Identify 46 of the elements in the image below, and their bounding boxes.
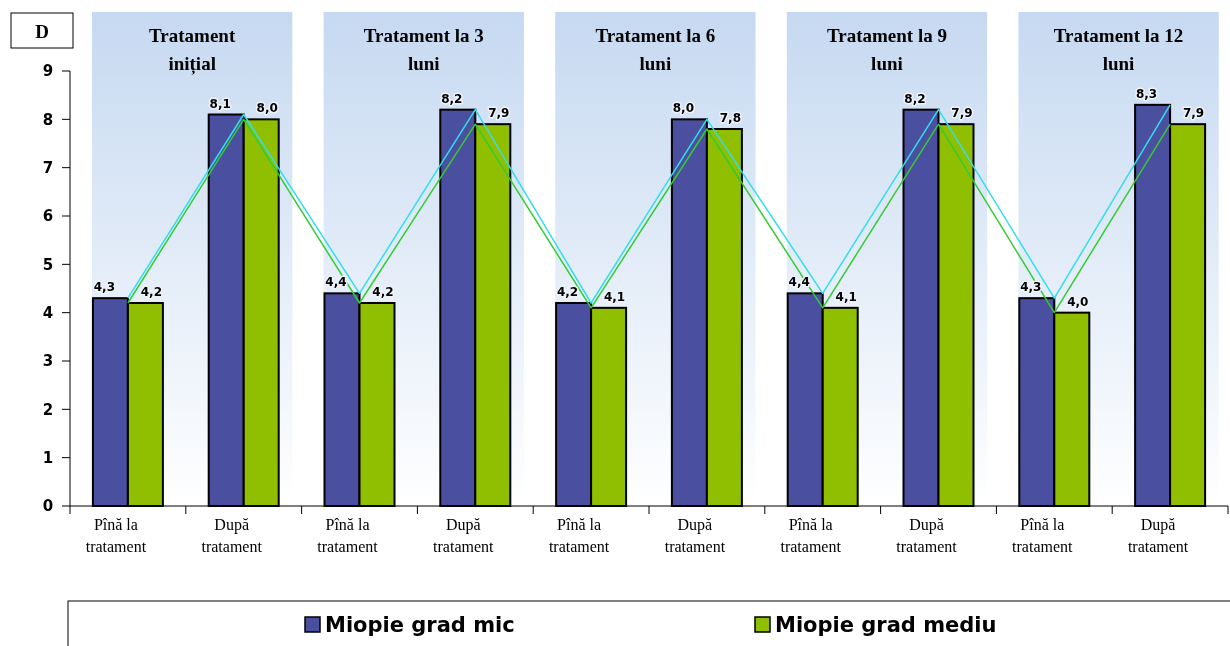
y-tick-label: 2 bbox=[42, 400, 54, 419]
x-tick-label: Pînă la tratament bbox=[1012, 516, 1074, 555]
y-tick-label: 1 bbox=[42, 448, 54, 467]
data-label: 8,1 bbox=[209, 96, 231, 111]
annotation: Tratament la 6 luni bbox=[595, 25, 716, 74]
x-tick-label: După tratament bbox=[433, 516, 495, 555]
data-label: 8,3 bbox=[1135, 86, 1158, 101]
annotation: Tratament la 3 luni bbox=[363, 25, 484, 74]
y-tick-label: 8 bbox=[42, 110, 54, 129]
annotation: Tratament la 12 luni bbox=[1053, 25, 1184, 74]
y-tick-label: 7 bbox=[42, 158, 54, 177]
x-tick-label: După tratament bbox=[201, 516, 263, 555]
y-tick-label: 4 bbox=[42, 303, 54, 322]
data-label: 4,1 bbox=[835, 289, 857, 304]
annotation: Tratament la 9 luni bbox=[826, 25, 947, 74]
x-tick-label: Pînă la tratament bbox=[780, 516, 842, 555]
x-tick-label: După tratament bbox=[1127, 516, 1189, 555]
data-label: 7,8 bbox=[719, 111, 742, 125]
x-tick-label: Pînă la tratament bbox=[548, 516, 610, 555]
data-label: 4,2 bbox=[140, 285, 163, 299]
legend-label: Miopie grad mic bbox=[325, 613, 515, 638]
data-label: 8,2 bbox=[441, 91, 463, 106]
data-label: 4,1 bbox=[603, 289, 626, 304]
data-label: 4,3 bbox=[93, 280, 116, 295]
x-tick-label: Pînă la tratament bbox=[85, 516, 147, 555]
data-label: 4,2 bbox=[372, 285, 394, 299]
x-tick-label: După tratament bbox=[664, 516, 726, 555]
data-label: 4,0 bbox=[1067, 294, 1089, 309]
x-tick-label: Pînă la tratament bbox=[317, 516, 379, 555]
data-label: 7,9 bbox=[1182, 106, 1205, 121]
x-tick-label: După tratament bbox=[896, 516, 958, 555]
y-tick-label: 0 bbox=[42, 497, 54, 516]
y-tick-label: 6 bbox=[42, 207, 54, 226]
y-tick-label: 3 bbox=[42, 352, 54, 371]
y-tick-label: 5 bbox=[42, 255, 54, 274]
y-tick-label: 9 bbox=[42, 62, 54, 81]
data-label: 8,0 bbox=[672, 101, 695, 116]
annotation: Tratament inițial bbox=[149, 25, 236, 75]
data-label: 8,0 bbox=[256, 101, 278, 116]
data-label: 4,2 bbox=[556, 285, 579, 299]
data-label: 4,4 bbox=[325, 275, 347, 290]
y-axis-title: D bbox=[35, 20, 49, 42]
data-label: 7,9 bbox=[951, 106, 973, 121]
data-label: 7,9 bbox=[488, 106, 510, 121]
legend-label: Miopie grad mediu bbox=[775, 613, 997, 638]
data-label: 8,2 bbox=[904, 91, 926, 106]
